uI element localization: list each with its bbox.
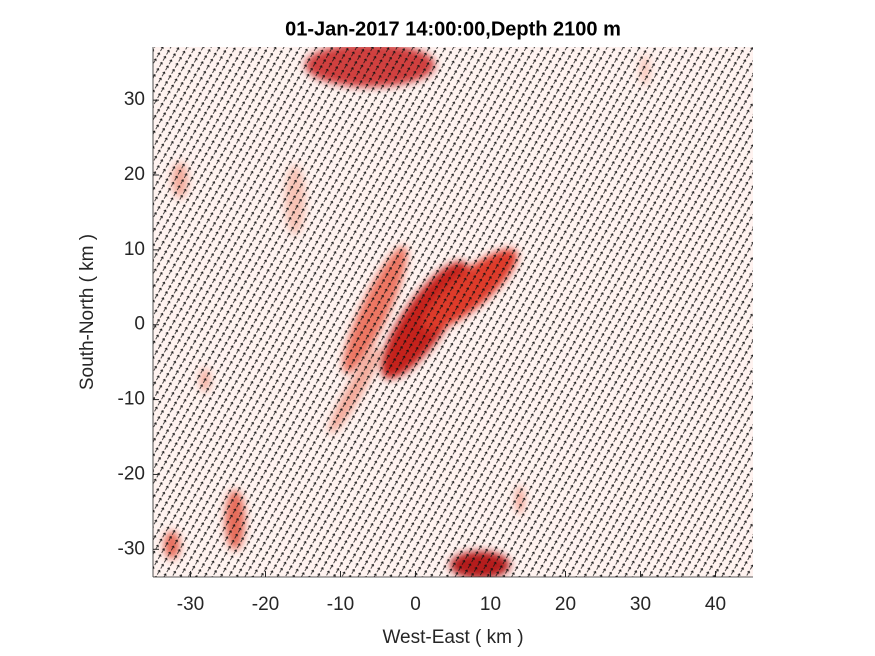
y-tick-label: -20 bbox=[118, 463, 145, 484]
y-tick-label: 10 bbox=[124, 239, 145, 260]
y-tick-label: 30 bbox=[124, 89, 145, 110]
x-tick-label: 20 bbox=[555, 594, 576, 615]
x-tick-label: 10 bbox=[480, 594, 501, 615]
y-axis-label: South-North ( km ) bbox=[77, 234, 98, 390]
velocity-arrows bbox=[153, 47, 753, 577]
x-tick-label: -20 bbox=[252, 594, 279, 615]
field bbox=[153, 47, 753, 577]
y-tick-label: 0 bbox=[134, 314, 145, 335]
x-tick-label: -10 bbox=[327, 594, 354, 615]
x-axis-label: West-East ( km ) bbox=[382, 627, 523, 648]
x-tick-label: -30 bbox=[177, 594, 204, 615]
x-tick-label: 30 bbox=[630, 594, 651, 615]
y-tick-label: -30 bbox=[118, 538, 145, 559]
x-tick-label: 40 bbox=[705, 594, 726, 615]
y-tick-label: 20 bbox=[124, 164, 145, 185]
chart-title: 01-Jan-2017 14:00:00,Depth 2100 m bbox=[285, 18, 621, 40]
x-tick-label: 0 bbox=[410, 594, 421, 615]
y-tick-label: -10 bbox=[118, 389, 145, 410]
